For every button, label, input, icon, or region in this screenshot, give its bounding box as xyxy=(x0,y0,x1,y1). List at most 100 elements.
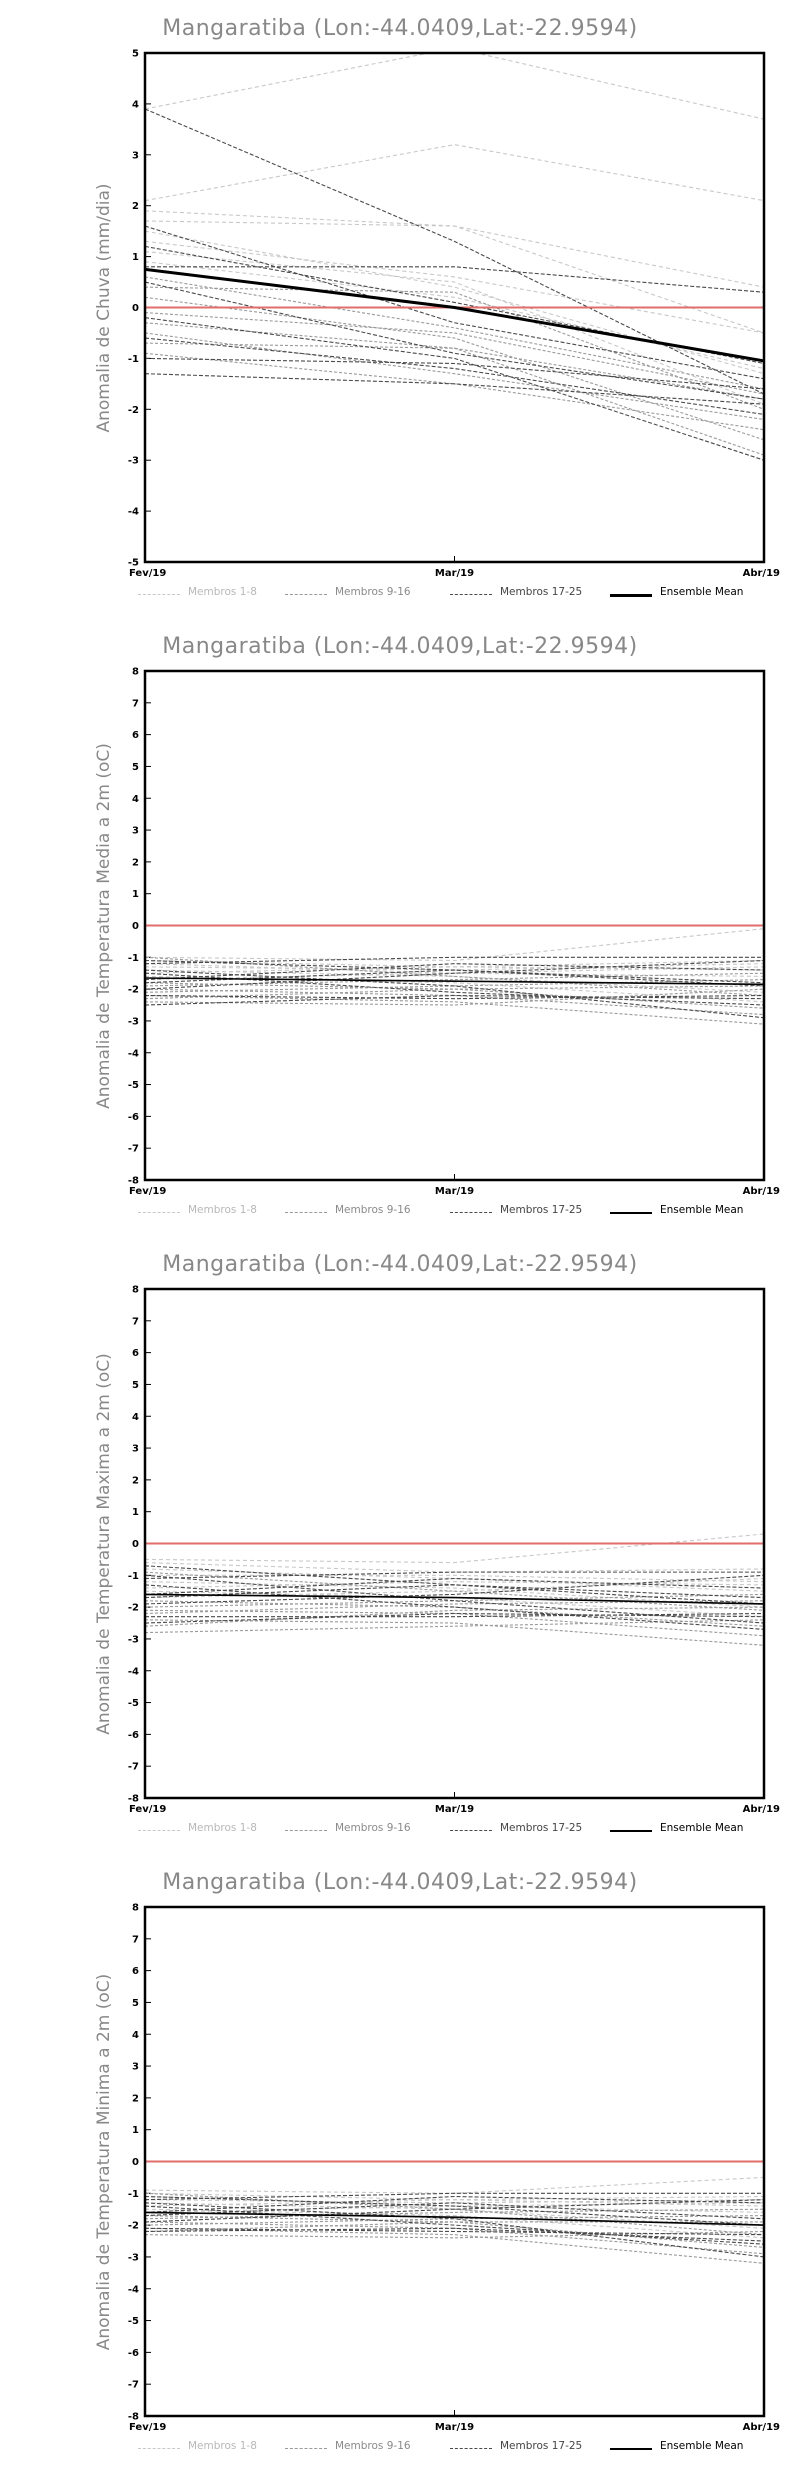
y-tick-label: 2 xyxy=(132,201,139,212)
member-line xyxy=(145,225,764,380)
y-tick-label: 7 xyxy=(132,1316,139,1327)
member-line xyxy=(145,2221,764,2255)
legend-swatch xyxy=(610,1830,652,1832)
legend-label: Membros 1-8 xyxy=(188,586,257,598)
y-tick-label: 5 xyxy=(132,1380,139,1391)
member-line xyxy=(145,296,764,441)
x-tick-label: Mar/19 xyxy=(435,568,474,579)
y-tick-label: -4 xyxy=(128,507,139,518)
member-line xyxy=(145,969,764,1019)
y-tick-label: 4 xyxy=(132,794,139,805)
chart-title: Mangaratiba (Lon:-44.0409,Lat:-22.9594) xyxy=(162,634,638,659)
member-line xyxy=(145,959,764,987)
y-tick-label: 8 xyxy=(132,1903,139,1914)
member-line xyxy=(145,266,764,293)
member-line xyxy=(145,240,764,334)
member-line xyxy=(145,144,764,202)
member-line xyxy=(145,2230,764,2239)
member-line xyxy=(145,2202,764,2258)
member-line xyxy=(145,2227,764,2242)
legend-label: Ensemble Mean xyxy=(660,586,744,598)
chart-title: Mangaratiba (Lon:-44.0409,Lat:-22.9594) xyxy=(162,1870,638,1895)
legend-swatch xyxy=(450,594,492,595)
y-tick-label: 8 xyxy=(132,667,139,678)
member-line xyxy=(145,2199,764,2223)
member-line xyxy=(145,963,764,981)
member-line xyxy=(145,337,764,415)
legend-swatch xyxy=(138,1212,180,1213)
y-tick-label: 1 xyxy=(132,252,139,263)
y-tick-label: -5 xyxy=(128,1080,139,1091)
y-tick-label: -1 xyxy=(128,2189,139,2200)
legend-label: Membros 17-25 xyxy=(500,1204,583,1216)
member-line xyxy=(145,53,764,120)
ensemble-mean-line xyxy=(145,267,764,363)
ensemble-mean-line xyxy=(145,2211,764,2226)
member-line xyxy=(145,2176,764,2194)
y-tick-label: 3 xyxy=(132,150,139,161)
member-line xyxy=(145,1565,764,1605)
x-tick-label: Mar/19 xyxy=(435,1804,474,1815)
y-tick-label: -5 xyxy=(128,558,139,569)
member-line xyxy=(145,2208,764,2220)
x-tick-label: Abr/19 xyxy=(743,1804,780,1815)
y-tick-label: 4 xyxy=(132,99,139,110)
legend-label: Ensemble Mean xyxy=(660,2440,744,2452)
member-line xyxy=(145,2205,764,2245)
y-tick-label: 4 xyxy=(132,2030,139,2041)
y-tick-label: -6 xyxy=(128,1112,139,1123)
x-tick-label: Abr/19 xyxy=(743,568,780,579)
member-line xyxy=(145,261,764,370)
member-line xyxy=(145,2227,764,2264)
y-tick-label: 3 xyxy=(132,1444,139,1455)
member-line xyxy=(145,959,764,990)
member-line xyxy=(145,1593,764,1608)
y-tick-label: -8 xyxy=(128,2412,139,2423)
y-tick-label: -6 xyxy=(128,2348,139,2359)
y-tick-label: 1 xyxy=(132,889,139,900)
member-line xyxy=(145,281,764,400)
member-line xyxy=(145,1574,764,1624)
chart-title: Mangaratiba (Lon:-44.0409,Lat:-22.9594) xyxy=(162,16,638,41)
member-line xyxy=(145,2215,764,2226)
legend-swatch xyxy=(138,2448,180,2449)
member-line xyxy=(145,979,764,993)
member-line xyxy=(145,322,764,456)
x-tick-label: Fev/19 xyxy=(129,1186,166,1197)
member-line xyxy=(145,352,764,431)
member-line xyxy=(145,982,764,1009)
member-line xyxy=(145,994,764,1006)
y-tick-label: -4 xyxy=(128,2284,139,2295)
member-line xyxy=(145,994,764,1025)
member-line xyxy=(145,230,764,375)
chart-panel: Mangaratiba (Lon:-44.0409,Lat:-22.9594) A… xyxy=(0,1854,800,2472)
member-line xyxy=(145,1609,764,1637)
member-line xyxy=(145,1562,764,1573)
y-tick-label: 4 xyxy=(132,1412,139,1423)
y-tick-label: -6 xyxy=(128,1730,139,1741)
member-line xyxy=(145,286,764,410)
legend-swatch xyxy=(610,2448,652,2450)
y-tick-label: -2 xyxy=(128,2221,139,2232)
y-tick-label: -5 xyxy=(128,1698,139,1709)
member-line xyxy=(145,250,764,405)
chart-legend: Membros 1-8 Membros 9-16 Membros 17-25 Ense… xyxy=(0,1821,800,1841)
y-tick-label: -2 xyxy=(128,1603,139,1614)
chart-svg: -8 -7 -6 -5 -4 -3 -2 -1 0 1 2 3 4 5 6 7 8 Fev/19 Mar/19 Abr… xyxy=(128,667,780,1198)
member-line xyxy=(145,1533,764,1564)
legend-label: Membros 9-16 xyxy=(335,1822,411,1834)
member-line xyxy=(145,2208,764,2239)
legend-label: Membros 1-8 xyxy=(188,1204,257,1216)
ensemble-mean-line xyxy=(145,977,764,986)
legend-swatch xyxy=(450,2448,492,2449)
y-tick-label: 5 xyxy=(132,762,139,773)
member-line xyxy=(145,1584,764,1599)
y-tick-label: 6 xyxy=(132,1966,139,1977)
member-line xyxy=(145,1571,764,1580)
x-tick-label: Abr/19 xyxy=(743,2422,780,2433)
legend-swatch xyxy=(610,1212,652,1214)
legend-swatch xyxy=(450,1830,492,1831)
y-tick-label: -7 xyxy=(128,2380,139,2391)
y-tick-label: 0 xyxy=(132,303,139,314)
y-tick-label: -1 xyxy=(128,354,139,365)
